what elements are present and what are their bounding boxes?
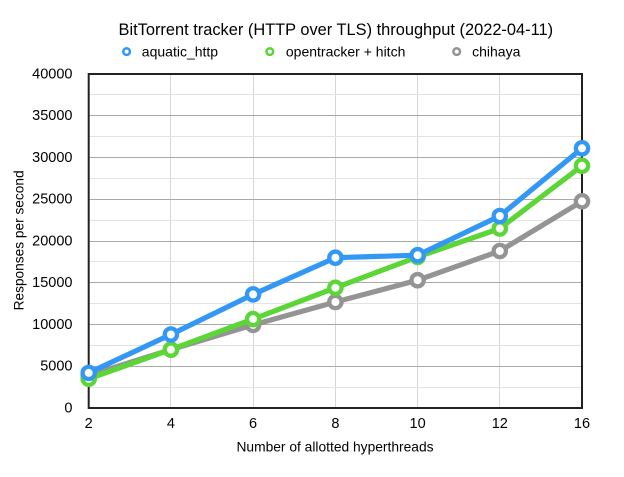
svg-text:4: 4 xyxy=(167,416,175,432)
svg-text:20000: 20000 xyxy=(32,233,72,249)
svg-text:BitTorrent tracker (HTTP over: BitTorrent tracker (HTTP over TLS) throu… xyxy=(119,21,554,39)
svg-text:35000: 35000 xyxy=(32,108,72,124)
svg-text:opentracker + hitch: opentracker + hitch xyxy=(286,44,405,60)
svg-text:40000: 40000 xyxy=(32,66,72,82)
svg-text:2: 2 xyxy=(85,416,93,432)
svg-text:Number of allotted hyperthread: Number of allotted hyperthreads xyxy=(236,440,433,455)
svg-text:6: 6 xyxy=(249,416,257,432)
svg-text:30000: 30000 xyxy=(32,150,72,166)
svg-text:0: 0 xyxy=(64,400,72,416)
svg-text:15000: 15000 xyxy=(32,275,72,291)
svg-text:8: 8 xyxy=(331,416,339,432)
svg-text:10000: 10000 xyxy=(32,317,72,333)
svg-text:Responses per second: Responses per second xyxy=(12,170,27,310)
svg-text:aquatic_http: aquatic_http xyxy=(142,44,218,60)
svg-text:12: 12 xyxy=(492,416,508,432)
svg-text:25000: 25000 xyxy=(32,192,72,208)
svg-text:5000: 5000 xyxy=(40,359,72,375)
svg-text:16: 16 xyxy=(574,416,590,432)
svg-text:chihaya: chihaya xyxy=(472,44,520,60)
svg-text:10: 10 xyxy=(410,416,426,432)
